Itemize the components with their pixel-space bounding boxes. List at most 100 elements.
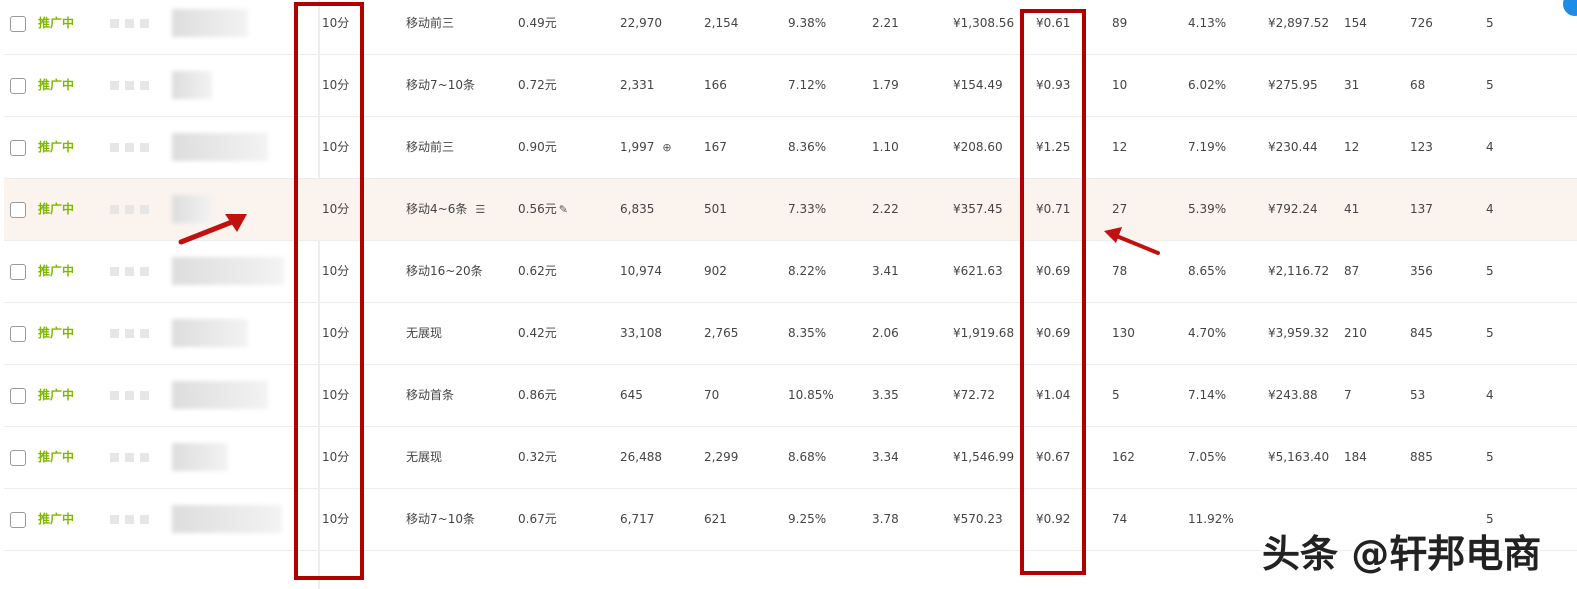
cell-c3: 5 [1486, 55, 1494, 116]
row-checkbox[interactable] [10, 202, 26, 218]
cell-text: ¥570.23 [953, 512, 1003, 526]
row-checkbox[interactable] [10, 326, 26, 342]
row-checkbox[interactable] [10, 450, 26, 466]
blurred-icons [110, 0, 155, 54]
cell-c2: 356 [1410, 241, 1433, 302]
cell-clicks: 167 [704, 117, 727, 178]
cell-text: 31 [1344, 78, 1360, 92]
download-circle-icon[interactable]: ⊕ [662, 141, 672, 154]
cell-c2: 137 [1410, 179, 1433, 240]
cell-quality: 10分 [322, 365, 349, 426]
cell-text: 154 [1344, 16, 1367, 30]
table-row[interactable]: 推广中 10分 移动7~10条 0.67元 6,717 621 9.25% 3.78 ¥570.… [4, 489, 1577, 551]
cell-text: 0.62元 [518, 264, 557, 278]
table-row[interactable]: 推广中 10分 无展现 0.42元 33,108 2,765 8.35% 2.06 ¥1,919… [4, 303, 1577, 365]
row-checkbox[interactable] [10, 140, 26, 156]
cell-cvr: 4.70% [1188, 303, 1226, 364]
cell-cvr: 7.05% [1188, 427, 1226, 488]
cell-conversions: 162 [1112, 427, 1135, 488]
cell-text: 68 [1410, 78, 1426, 92]
cell-clicks: 902 [704, 241, 727, 302]
cell-bid: 0.67元 [518, 489, 557, 550]
row-checkbox[interactable] [10, 512, 26, 528]
cell-cost: ¥570.23 [953, 489, 1003, 550]
cell-text: 10分 [322, 140, 350, 154]
cell-text: 130 [1112, 326, 1135, 340]
cell-text: 10.85% [788, 388, 834, 402]
cell-text: 27 [1112, 202, 1128, 216]
cell-quality: 10分 [322, 241, 349, 302]
table-row[interactable]: 推广中 10分 移动4~6条 ☰ 0.56元 ✎ 6,835 501 7.33% 2.22 ¥357… [4, 179, 1577, 241]
cell-ctr: 10.85% [788, 365, 834, 426]
cell-quality: 10分 [322, 179, 349, 240]
cell-text: ¥1.25 [1036, 140, 1071, 154]
cell-status: 推广中 [38, 303, 74, 364]
cell-text: 移动前三 [406, 140, 455, 154]
cell-revenue: ¥2,897.52 [1268, 0, 1329, 54]
cell-text: 5 [1486, 264, 1494, 278]
cell-text: ¥2,116.72 [1268, 264, 1330, 278]
cell-c2: 53 [1410, 365, 1425, 426]
cell-cpc: ¥1.04 [1036, 365, 1070, 426]
cell-text: 356 [1410, 264, 1433, 278]
cell-avg-pos: 2.22 [872, 179, 899, 240]
cell-cvr: 8.65% [1188, 241, 1226, 302]
row-checkbox[interactable] [10, 264, 26, 280]
cell-revenue: ¥2,116.72 [1268, 241, 1329, 302]
cell-cost: ¥72.72 [953, 365, 995, 426]
cell-text: 162 [1112, 450, 1135, 464]
cell-text: 12 [1112, 140, 1128, 154]
cell-text: 53 [1410, 388, 1426, 402]
cell-text: 845 [1410, 326, 1433, 340]
cell-text: 8.35% [788, 326, 827, 340]
cell-conversions: 27 [1112, 179, 1127, 240]
cell-cvr: 4.13% [1188, 0, 1226, 54]
cell-cvr: 7.19% [1188, 117, 1226, 178]
cell-text: 推广中 [38, 512, 75, 526]
cell-text: ¥243.88 [1268, 388, 1318, 402]
cell-c3: 4 [1486, 179, 1494, 240]
cell-text: ¥621.63 [953, 264, 1003, 278]
cell-text: 10 [1112, 78, 1128, 92]
cell-revenue: ¥792.24 [1268, 179, 1318, 240]
cell-text: ¥72.72 [953, 388, 995, 402]
cell-text: 621 [704, 512, 727, 526]
cell-text: 11.92% [1188, 512, 1234, 526]
table-row[interactable]: 推广中 10分 移动16~20条 0.62元 10,974 902 8.22% 3.41 ¥62… [4, 241, 1577, 303]
table-row[interactable]: 推广中 10分 移动前三 0.49元 22,970 2,154 9.38% 2.21 ¥1,30… [4, 0, 1577, 55]
cell-text: ¥3,959.32 [1268, 326, 1330, 340]
row-checkbox[interactable] [10, 78, 26, 94]
cell-text: 184 [1344, 450, 1367, 464]
cell-text: ¥0.69 [1036, 326, 1071, 340]
cell-text: 0.72元 [518, 78, 557, 92]
cell-ctr: 8.68% [788, 427, 826, 488]
cell-impressions: 26,488 [620, 427, 662, 488]
edit-pencil-icon[interactable]: ✎ [558, 203, 568, 216]
cell-text: 10分 [322, 512, 350, 526]
table-row[interactable]: 推广中 10分 无展现 0.32元 26,488 2,299 8.68% 3.34 ¥1,546… [4, 427, 1577, 489]
row-checkbox[interactable] [10, 388, 26, 404]
cell-conversions: 130 [1112, 303, 1135, 364]
cell-avg-pos: 2.06 [872, 303, 899, 364]
cell-text: 9.38% [788, 16, 827, 30]
cell-avg-pos: 1.79 [872, 55, 899, 116]
cell-c2: 845 [1410, 303, 1433, 364]
cell-text: 10分 [322, 326, 350, 340]
cell-text: 0.42元 [518, 326, 557, 340]
cell-ctr: 7.12% [788, 55, 826, 116]
cell-c2: 68 [1410, 55, 1425, 116]
cell-status: 推广中 [38, 179, 74, 240]
table-row[interactable]: 推广中 10分 移动首条 0.86元 645 70 10.85% 3.35 ¥72.72 ¥1.0… [4, 365, 1577, 427]
cell-rank: 移动前三 [406, 117, 454, 178]
cell-text: 902 [704, 264, 727, 278]
table-row[interactable]: 推广中 10分 移动前三 0.90元 1,997 ⊕ 167 8.36% 1.10 ¥208.60… [4, 117, 1577, 179]
row-checkbox[interactable] [10, 16, 26, 32]
floating-button[interactable] [1563, 0, 1577, 16]
table-row[interactable]: 推广中 10分 移动7~10条 0.72元 2,331 166 7.12% 1.79 ¥154.… [4, 55, 1577, 117]
list-icon[interactable]: ☰ [475, 203, 486, 216]
cell-cpc: ¥0.69 [1036, 303, 1070, 364]
cell-text: 无展现 [406, 450, 443, 464]
cell-impressions: 10,974 [620, 241, 662, 302]
blurred-keyword [172, 195, 212, 223]
cell-cost: ¥1,919.68 [953, 303, 1014, 364]
